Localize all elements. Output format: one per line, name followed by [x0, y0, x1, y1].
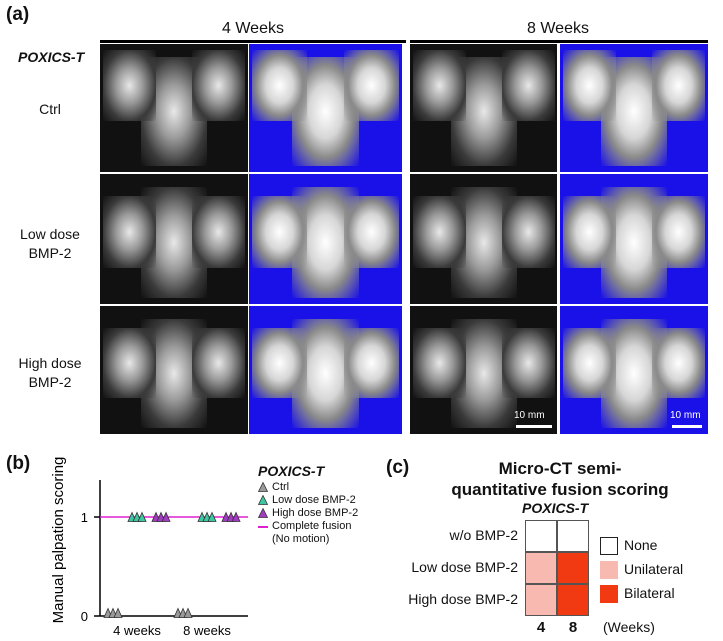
- legend-triangle-icon: [258, 508, 268, 518]
- point-high-dose-bmp-2: [231, 511, 241, 522]
- point-low-dose-bmp-2: [137, 511, 147, 522]
- palpation-chart: Manual palpation scoring 0 1 4 weeks 8 wee…: [50, 457, 248, 638]
- heatmap-cell: [525, 520, 557, 552]
- heatmap-column-label: 8: [568, 619, 578, 636]
- heatmap-row-label: w/o BMP-2: [449, 527, 518, 543]
- heatmap-cell: [525, 552, 557, 584]
- left-process: [252, 50, 308, 121]
- heatmap-column-label: 4: [536, 619, 546, 636]
- image-xray-4-weeks-high-dose: [100, 306, 248, 434]
- image-ct-4-weeks-high-dose: [249, 306, 402, 434]
- legend-title: POXICS-T: [258, 463, 325, 479]
- left-process: [412, 50, 467, 121]
- x-tick-label: 8 weeks: [183, 623, 231, 638]
- legend-swatch: [600, 585, 618, 603]
- header-bar-8-weeks: [410, 40, 708, 43]
- right-process: [651, 50, 706, 121]
- point-ctrl: [183, 607, 193, 618]
- legend-line-icon: [258, 526, 268, 528]
- point-ctrl: [113, 607, 123, 618]
- legend-label: Ctrl: [272, 481, 290, 493]
- scale-label-8-weeks: 10 mm: [670, 410, 701, 421]
- legend-label: Unilateral: [624, 561, 684, 577]
- right-process: [191, 50, 246, 121]
- column-divider: [557, 44, 560, 434]
- right-process: [343, 196, 399, 268]
- image-xray-8-weeks-ctrl: [410, 44, 558, 172]
- legend-label: Complete fusion: [272, 520, 352, 532]
- point-high-dose-bmp-2: [161, 511, 171, 522]
- poxics-label: POXICS-T: [18, 49, 85, 65]
- right-process: [501, 50, 556, 121]
- scale-bar-8-weeks: [672, 425, 702, 428]
- point-low-dose-bmp-2: [207, 511, 217, 522]
- image-xray-4-weeks-low-dose: [100, 174, 248, 304]
- header-4-weeks: 4 Weeks: [222, 20, 284, 37]
- image-xray-4-weeks-ctrl: [100, 44, 248, 172]
- scale-label-4-weeks: 10 mm: [514, 410, 545, 421]
- row-label-low-dose: Low dose BMP-2: [20, 226, 80, 261]
- heatmap-cell: [557, 584, 589, 616]
- y-tick-label: 1: [81, 510, 88, 525]
- heatmap-row-label: High dose BMP-2: [408, 591, 518, 607]
- legend-triangle-icon: [258, 495, 268, 505]
- legend-label: None: [624, 537, 658, 553]
- left-process: [102, 196, 157, 268]
- heatmap-row-label: Low dose BMP-2: [411, 559, 518, 575]
- left-process: [562, 327, 617, 399]
- right-process: [191, 327, 246, 399]
- y-axis-label: Manual palpation scoring: [50, 457, 67, 624]
- row-label-high-dose: High dose BMP-2: [18, 355, 82, 390]
- image-ct-4-weeks-low-dose: [249, 174, 402, 304]
- panel-b-letter: (b): [6, 453, 31, 474]
- right-process: [501, 327, 556, 399]
- left-process: [102, 50, 157, 121]
- right-process: [651, 327, 706, 399]
- image-ct-8-weeks-low-dose: [560, 174, 708, 304]
- legend-triangle-icon: [258, 482, 268, 492]
- header-8-weeks: 8 Weeks: [527, 20, 589, 37]
- legend-label: Low dose BMP-2: [272, 494, 356, 506]
- image-ct-8-weeks-high-dose: [560, 306, 708, 434]
- image-ct-4-weeks-ctrl: [249, 44, 402, 172]
- right-process: [501, 196, 556, 268]
- legend-label-sub: (No motion): [272, 533, 330, 545]
- panel-a-letter: (a): [6, 4, 30, 25]
- legend-label: Bilateral: [624, 585, 675, 601]
- legend-swatch: [600, 537, 618, 555]
- right-process: [651, 196, 706, 268]
- heatmap-unit-label: (Weeks): [603, 619, 655, 635]
- left-process: [562, 50, 617, 121]
- row-label-ctrl: Ctrl: [39, 101, 61, 117]
- left-process: [102, 327, 157, 399]
- left-process: [412, 327, 467, 399]
- fusion-title: Micro-CT semi- quantitative fusion scori…: [451, 459, 669, 499]
- scale-bar-4-weeks: [516, 425, 552, 428]
- panel-c-letter: (c): [386, 457, 410, 478]
- left-process: [252, 327, 308, 399]
- heatmap-cell: [557, 552, 589, 584]
- left-process: [252, 196, 308, 268]
- legend-label: High dose BMP-2: [272, 507, 359, 519]
- left-process: [562, 196, 617, 268]
- heatmap-cell: [557, 520, 589, 552]
- right-process: [343, 327, 399, 399]
- image-ct-8-weeks-ctrl: [560, 44, 708, 172]
- heatmap-cell: [525, 584, 557, 616]
- image-xray-8-weeks-high-dose: [410, 306, 558, 434]
- legend-swatch: [600, 561, 618, 579]
- x-tick-label: 4 weeks: [113, 623, 161, 638]
- right-process: [343, 50, 399, 121]
- header-bar-4-weeks: [100, 40, 406, 43]
- right-process: [191, 196, 246, 268]
- y-tick-label: 0: [81, 609, 88, 624]
- fusion-subtitle: POXICS-T: [522, 500, 589, 516]
- image-xray-8-weeks-low-dose: [410, 174, 558, 304]
- left-process: [412, 196, 467, 268]
